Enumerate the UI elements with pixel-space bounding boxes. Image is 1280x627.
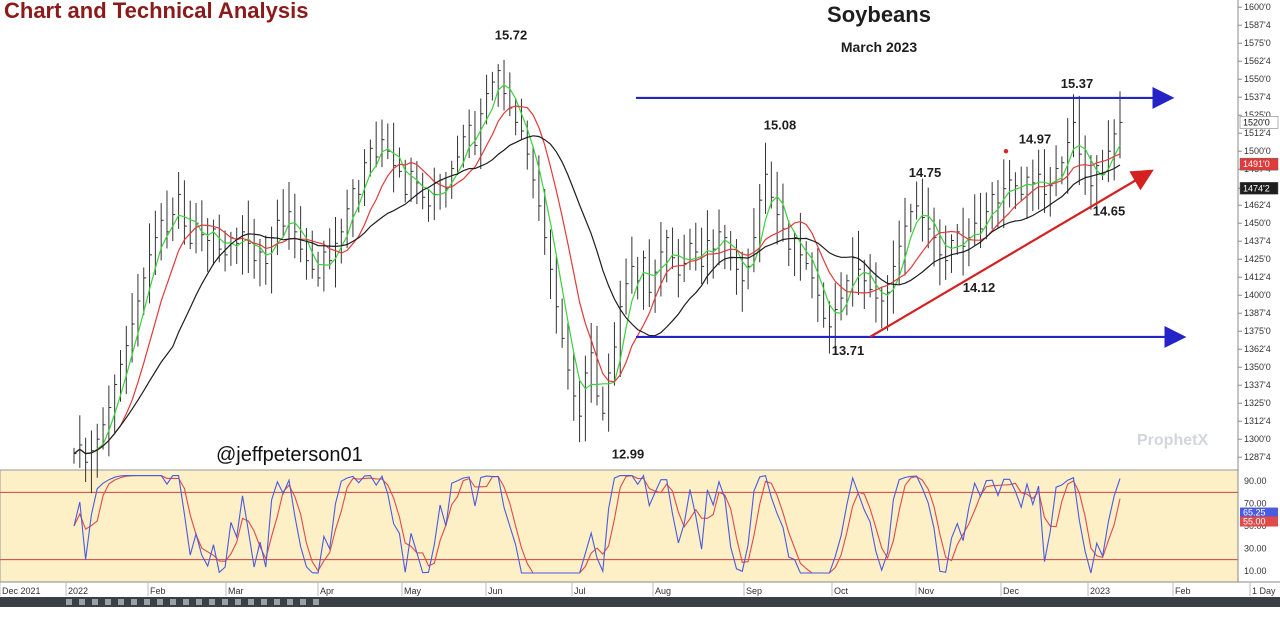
- price-tick-label: 1400'0: [1244, 290, 1271, 300]
- price-marker-box: [1239, 157, 1279, 171]
- osc-tick-label: 30.00: [1244, 543, 1267, 553]
- prophetx-watermark: ProphetX: [1137, 432, 1209, 449]
- osc-marker-label: 65.25: [1243, 508, 1266, 518]
- tool-icon-6[interactable]: [131, 599, 137, 605]
- price-tick-label: 1425'0: [1244, 254, 1271, 264]
- price-tick-label: 1412'4: [1244, 272, 1271, 282]
- price-marker-label: 1474'2: [1243, 183, 1270, 193]
- osc-marker-box: [1240, 516, 1278, 527]
- x-tick-label: May: [404, 586, 422, 596]
- price-tick-label: 1437'4: [1244, 236, 1271, 246]
- x-tick-label: Mar: [228, 586, 244, 596]
- price-tick-label: 1512'4: [1244, 128, 1271, 138]
- tool-icon-17[interactable]: [274, 599, 280, 605]
- price-tick-label: 1537'4: [1244, 92, 1271, 102]
- osc-tick-label: 90.00: [1244, 476, 1267, 486]
- chart-title: Soybeans: [827, 2, 931, 27]
- tool-icon-1[interactable]: [66, 599, 72, 605]
- x-tick-label: Jun: [488, 586, 503, 596]
- red-dot-marker: [1003, 149, 1009, 154]
- tool-icon-7[interactable]: [144, 599, 150, 605]
- bottom-toolbar: [0, 597, 1280, 607]
- price-tick-label: 1312'4: [1244, 416, 1271, 426]
- price-tick-label: 1350'0: [1244, 362, 1271, 372]
- tool-icon-9[interactable]: [170, 599, 176, 605]
- price-tick-label: 1600'0: [1244, 2, 1271, 12]
- price-tick-label: 1387'4: [1244, 308, 1271, 318]
- header-left-title: Chart and Technical Analysis: [4, 0, 309, 23]
- osc-marker-box: [1240, 507, 1278, 518]
- x-tick-label: Feb: [1175, 586, 1191, 596]
- tool-icon-19[interactable]: [300, 599, 306, 605]
- price-marker-label: 1491'0: [1243, 159, 1270, 169]
- tool-icon-3[interactable]: [92, 599, 98, 605]
- x-tick-label: Aug: [655, 586, 671, 596]
- x-tick-label: 2023: [1090, 586, 1110, 596]
- x-tick-label: 1 Day: [1252, 586, 1276, 596]
- price-tick-label: 1337'4: [1244, 380, 1271, 390]
- tool-icon-15[interactable]: [248, 599, 254, 605]
- price-annotation: 15.37: [1061, 76, 1094, 91]
- x-tick-label: Apr: [320, 586, 334, 596]
- price-annotation: 15.72: [495, 28, 528, 43]
- tool-icon-2[interactable]: [79, 599, 85, 605]
- x-tick-label: Oct: [834, 586, 849, 596]
- x-tick-label: Dec 2021: [2, 586, 41, 596]
- price-annotation: 15.08: [764, 118, 797, 133]
- tool-icon-12[interactable]: [209, 599, 215, 605]
- x-tick-label: Feb: [150, 586, 166, 596]
- price-tick-label: 1450'0: [1244, 218, 1271, 228]
- price-marker-box: [1239, 116, 1279, 129]
- ma-fast-line: [73, 84, 1121, 455]
- price-tick-label: 1525'0: [1244, 110, 1271, 120]
- tool-icon-8[interactable]: [157, 599, 163, 605]
- price-tick-label: 1300'0: [1244, 434, 1271, 444]
- stoch-k-line: [73, 474, 1121, 574]
- x-tick-label: Sep: [746, 586, 762, 596]
- osc-tick-label: 10.00: [1244, 566, 1267, 576]
- x-tick-label: Jul: [574, 586, 586, 596]
- tool-icon-10[interactable]: [183, 599, 189, 605]
- tool-icon-18[interactable]: [287, 599, 293, 605]
- author-handle: @jeffpeterson01: [216, 444, 363, 466]
- tool-icon-20[interactable]: [313, 599, 319, 605]
- status-strip: [0, 607, 1280, 627]
- osc-tick-label: 70.00: [1244, 499, 1267, 509]
- tool-icon-13[interactable]: [222, 599, 228, 605]
- x-tick-label: Nov: [918, 586, 935, 596]
- x-tick-label: Dec: [1003, 586, 1020, 596]
- trendline: [869, 169, 1154, 338]
- tool-icon-5[interactable]: [118, 599, 124, 605]
- price-tick-label: 1550'0: [1244, 74, 1271, 84]
- price-tick-label: 1462'4: [1244, 200, 1271, 210]
- price-marker-box: [1239, 182, 1279, 195]
- stoch-d-line: [73, 475, 1121, 574]
- price-tick-label: 1587'4: [1244, 20, 1271, 30]
- price-annotation: 13.71: [832, 343, 865, 358]
- price-annotation: 14.12: [963, 280, 996, 295]
- price-annotation: 14.65: [1093, 204, 1126, 219]
- tool-icon-14[interactable]: [235, 599, 241, 605]
- price-tick-label: 1287'4: [1244, 452, 1271, 462]
- tool-icon-11[interactable]: [196, 599, 202, 605]
- x-tick-label: 2022: [68, 586, 88, 596]
- price-annotation: 14.75: [909, 165, 942, 180]
- tool-icon-16[interactable]: [261, 599, 267, 605]
- price-annotation: 14.97: [1019, 132, 1052, 147]
- price-tick-label: 1375'0: [1244, 326, 1271, 336]
- price-tick-label: 1362'4: [1244, 344, 1271, 354]
- price-tick-label: 1500'0: [1244, 146, 1271, 156]
- price-bars: [73, 59, 1123, 494]
- price-annotation: 12.99: [612, 447, 645, 462]
- price-tick-label: 1562'4: [1244, 56, 1271, 66]
- tool-icon-4[interactable]: [105, 599, 111, 605]
- ma-slow-line: [73, 135, 1121, 455]
- price-tick-label: 1575'0: [1244, 38, 1271, 48]
- ma-mid-line: [73, 105, 1121, 455]
- osc-marker-label: 55.00: [1243, 517, 1266, 527]
- price-marker-label: 1520'0: [1243, 117, 1270, 127]
- chart-subtitle: March 2023: [840, 39, 918, 55]
- price-tick-label: 1325'0: [1244, 398, 1271, 408]
